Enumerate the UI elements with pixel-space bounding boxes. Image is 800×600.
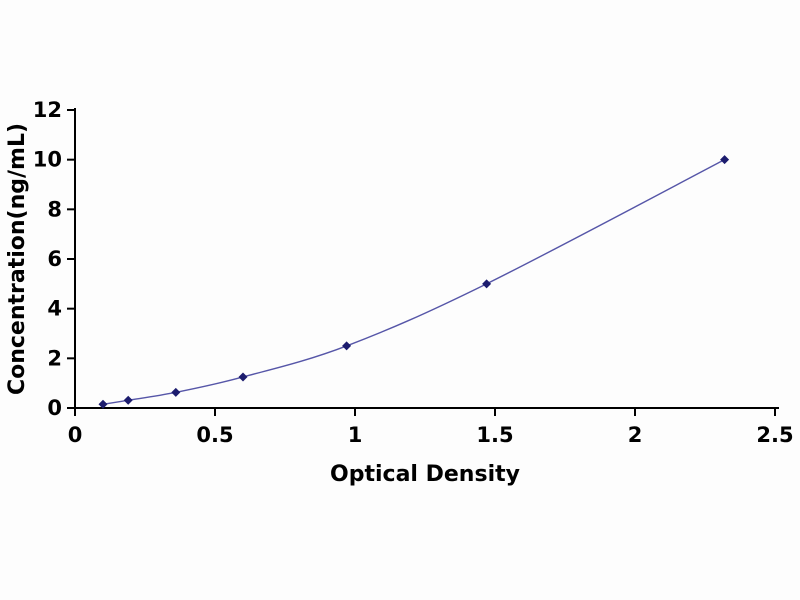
y-tick-label: 4: [47, 297, 62, 321]
x-tick-label: 2.5: [756, 423, 793, 447]
data-point-marker: [123, 395, 133, 405]
data-point-marker: [342, 341, 352, 351]
data-point-marker: [238, 372, 248, 382]
y-tick-label: 2: [47, 346, 62, 370]
y-tick-label: 12: [33, 98, 62, 122]
x-tick-label: 2: [628, 423, 643, 447]
y-tick-label: 0: [47, 396, 62, 420]
y-axis-label: Concentration(ng/mL): [5, 123, 30, 395]
data-point-marker: [171, 387, 181, 397]
data-point-marker: [482, 279, 492, 289]
data-point-marker: [720, 155, 730, 165]
x-axis-label: Optical Density: [330, 462, 520, 487]
x-tick-label: 1: [348, 423, 363, 447]
x-tick-label: 1.5: [476, 423, 513, 447]
y-tick-label: 8: [47, 197, 62, 221]
y-tick-label: 10: [33, 148, 62, 172]
x-tick-label: 0.5: [196, 423, 233, 447]
data-point-marker: [98, 399, 108, 409]
x-tick-label: 0: [68, 423, 83, 447]
y-tick-label: 6: [47, 247, 62, 271]
fit-curve: [102, 159, 725, 405]
